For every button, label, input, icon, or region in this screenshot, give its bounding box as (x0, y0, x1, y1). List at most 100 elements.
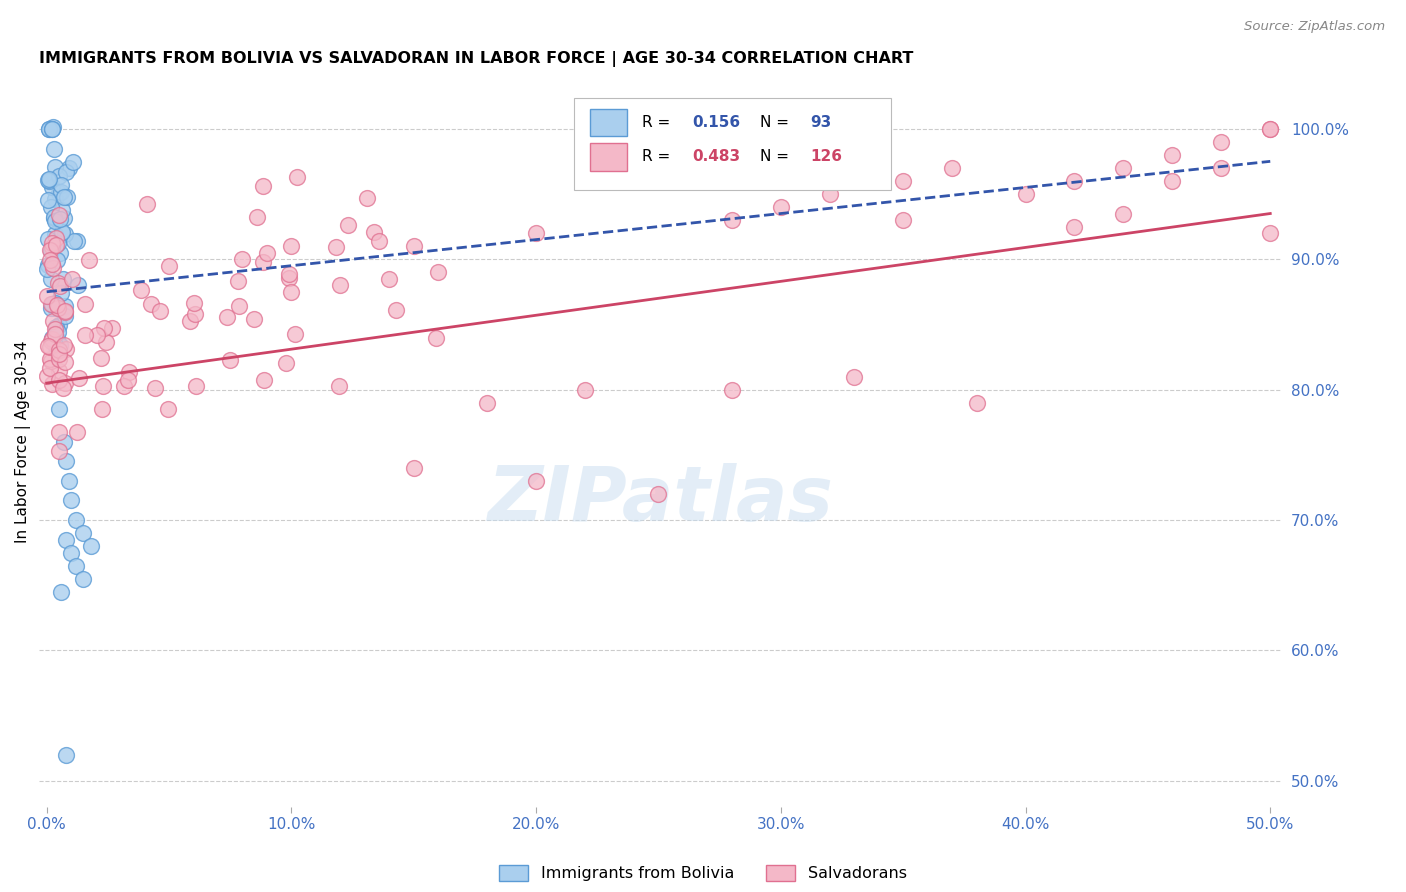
Point (39, 334, 62, 348)
Point (368, 234, 391, 248)
Point (402, 461, 425, 475)
Text: 0.483: 0.483 (692, 150, 740, 164)
Point (45, 298, 67, 312)
Point (891, 174, 914, 188)
Point (42, 211, 65, 225)
Point (51, 225, 73, 239)
Point (48, 373, 70, 387)
Point (427, 265, 450, 279)
Point (256, 245, 278, 260)
Point (1258, 226, 1281, 240)
Point (53, 304, 76, 318)
Point (1014, 186, 1036, 201)
Point (38, 174, 60, 188)
Point (41, 377, 63, 392)
Point (37, 173, 59, 187)
Point (1258, 121, 1281, 136)
Text: 126: 126 (810, 150, 842, 164)
Point (46, 301, 69, 316)
Point (129, 284, 152, 298)
Point (156, 401, 179, 416)
Text: N =: N = (761, 150, 794, 164)
Point (41, 179, 63, 194)
Point (1112, 161, 1135, 175)
Point (574, 383, 596, 397)
Point (46, 276, 69, 290)
Point (48, 318, 70, 332)
Point (42, 210, 65, 224)
Point (475, 395, 498, 409)
Point (38, 360, 60, 375)
Point (35, 261, 58, 276)
Point (41, 235, 63, 250)
Point (41, 121, 63, 136)
Point (157, 259, 180, 273)
Point (285, 169, 308, 184)
Point (53, 376, 76, 390)
Point (37, 338, 59, 352)
Point (39, 272, 62, 286)
Point (60, 546, 83, 560)
Point (721, 383, 744, 397)
Point (44, 227, 66, 241)
Point (44, 322, 66, 336)
Point (58, 161, 80, 176)
Point (53, 227, 76, 242)
Point (143, 381, 166, 395)
Point (41, 332, 63, 346)
Point (215, 310, 238, 325)
Point (39, 252, 62, 267)
Point (49, 338, 72, 352)
Point (179, 314, 201, 328)
Point (65, 558, 87, 573)
Point (49, 246, 72, 260)
Point (44, 214, 66, 228)
Point (219, 353, 242, 368)
Point (45, 231, 67, 245)
Point (328, 379, 350, 393)
Point (46, 253, 69, 268)
Point (769, 200, 792, 214)
FancyBboxPatch shape (574, 98, 891, 190)
Point (329, 278, 352, 293)
Point (48, 347, 70, 361)
Point (253, 373, 276, 387)
Point (228, 274, 250, 288)
Point (58, 474, 80, 488)
Point (135, 197, 157, 211)
Point (252, 255, 274, 269)
Point (112, 378, 135, 392)
Text: R =: R = (643, 115, 675, 130)
Point (48, 279, 70, 293)
Point (46, 325, 69, 339)
Point (336, 218, 359, 232)
Point (55, 454, 77, 468)
Point (42, 120, 65, 135)
Point (278, 271, 301, 285)
Point (45, 238, 67, 252)
Point (56, 189, 79, 203)
Point (1063, 174, 1085, 188)
Point (86, 327, 108, 342)
Point (39, 297, 62, 311)
Point (42, 142, 65, 156)
Point (48, 425, 70, 439)
Point (38, 340, 60, 354)
Point (1211, 135, 1233, 149)
Point (647, 487, 669, 501)
Point (41, 257, 63, 271)
Point (284, 327, 307, 342)
Point (66, 425, 89, 439)
Point (149, 304, 172, 318)
Point (55, 533, 77, 547)
Point (73, 297, 96, 311)
Text: 93: 93 (810, 115, 831, 130)
Point (46, 236, 69, 251)
Point (1161, 148, 1184, 162)
Point (183, 296, 205, 310)
Y-axis label: In Labor Force | Age 30-34: In Labor Force | Age 30-34 (15, 341, 31, 543)
Point (941, 161, 963, 175)
Point (62, 272, 84, 286)
Point (1112, 206, 1135, 220)
Point (44, 160, 66, 174)
